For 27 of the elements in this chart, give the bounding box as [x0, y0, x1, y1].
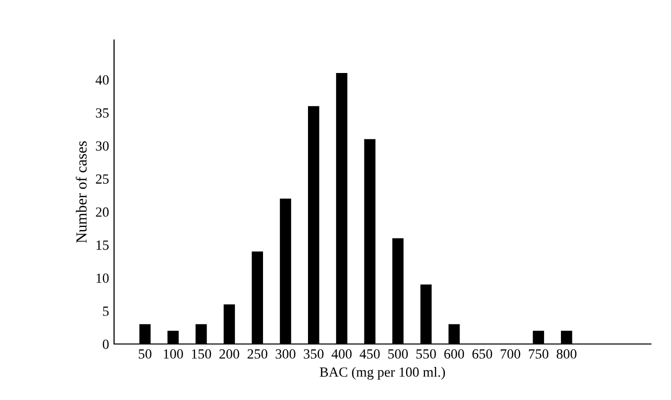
x-tick-label: 50 [138, 349, 152, 359]
x-tick-label: 800 [556, 349, 576, 359]
x-tick-label: 750 [528, 349, 548, 359]
x-tick-label: 600 [444, 349, 464, 359]
x-tick-label: 100 [164, 349, 183, 359]
x-tick-label: 650 [472, 349, 492, 359]
y-tick-label: 40 [96, 75, 109, 85]
y-tick-label: 25 [96, 174, 109, 184]
x-tick-label: 450 [360, 349, 380, 359]
x-tick-label: 500 [388, 349, 408, 359]
x-tick-label: 250 [248, 349, 268, 359]
y-tick-label: 5 [103, 306, 109, 316]
y-tick-label: 10 [96, 273, 109, 283]
x-tick-label: 400 [332, 349, 352, 359]
x-tick-label: 200 [219, 349, 240, 359]
x-tick-label: 550 [416, 349, 436, 359]
x-tick-label: 300 [276, 349, 296, 359]
y-tick-label: 35 [96, 108, 109, 118]
x-tick-label: 150 [192, 349, 212, 359]
y-tick-label: 20 [96, 207, 109, 217]
y-tick-label: 15 [96, 240, 109, 250]
y-tick-label: 30 [96, 141, 109, 151]
x-tick-label: 350 [304, 349, 324, 359]
x-tick-label: 700 [500, 349, 520, 359]
x-axis-title: BAC (mg per 100 ml.) [320, 367, 445, 380]
y-tick-label: 0 [102, 340, 109, 349]
y-axis-title: Number of cases [76, 141, 87, 243]
